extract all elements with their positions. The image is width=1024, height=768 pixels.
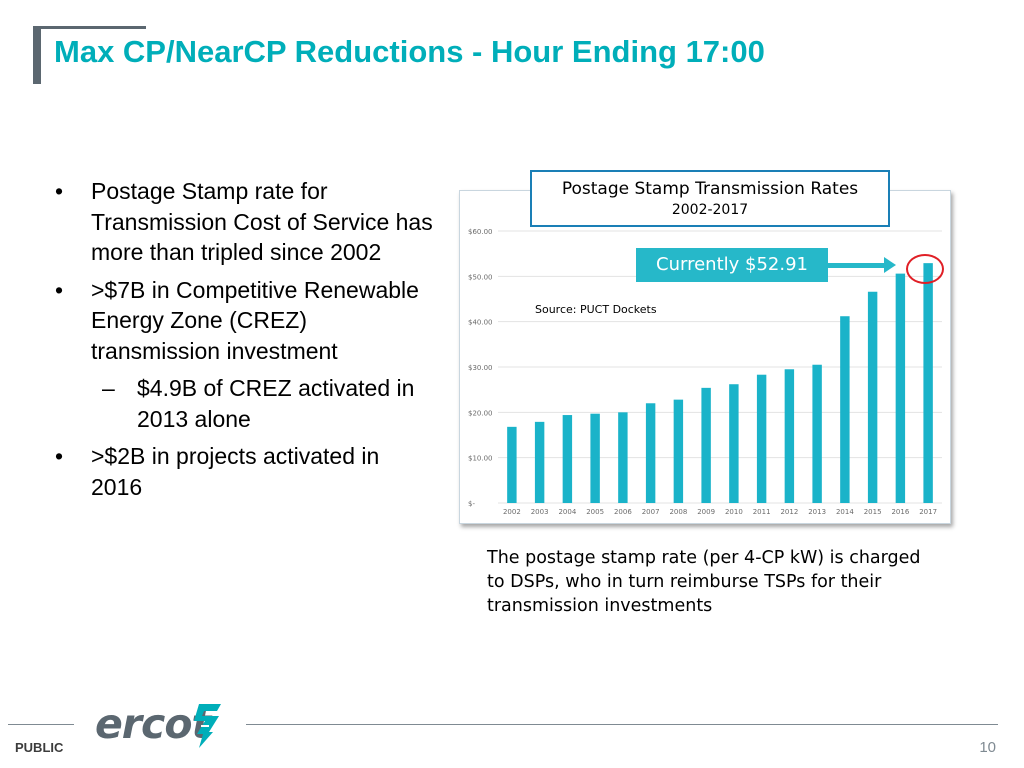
sub-bullet-text: $4.9B of CREZ activated in 2013 alone	[137, 375, 415, 432]
slide-title: Max CP/NearCP Reductions - Hour Ending 1…	[54, 34, 765, 69]
bullet-text: Postage Stamp rate for Transmission Cost…	[91, 178, 433, 265]
y-tick-label: $40.00	[468, 319, 493, 327]
bar-2012	[784, 369, 795, 503]
x-tick-label: 2011	[753, 508, 771, 516]
bar-2005	[590, 413, 600, 503]
bullet-list: • Postage Stamp rate for Transmission Co…	[55, 176, 435, 509]
bar-2004	[562, 415, 573, 503]
bullet-mark: •	[55, 178, 64, 204]
x-tick-label: 2003	[531, 508, 549, 516]
x-tick-label: 2017	[919, 508, 937, 516]
bullet-item: • >$7B in Competitive Renewable Energy Z…	[55, 275, 435, 367]
sub-bullet-mark: –	[102, 375, 115, 401]
x-tick-label: 2002	[503, 508, 521, 516]
bar-2007	[645, 403, 656, 503]
bullet-item: • Postage Stamp rate for Transmission Co…	[55, 176, 435, 268]
bar-chart: $- $10.00 $20.00 $30.00 $40.00 $50.00 $60.00 20…	[468, 228, 942, 516]
chart-title: Postage Stamp Transmission Rates	[561, 179, 859, 199]
footer-divider-right	[246, 724, 998, 725]
bar-2014	[840, 316, 850, 503]
current-rate-callout: Currently $52.91	[636, 248, 828, 282]
bar-2010	[729, 384, 739, 503]
page-number: 10	[979, 739, 996, 756]
classification-label: PUBLIC	[15, 740, 64, 755]
logo-wordmark: ercot	[95, 700, 211, 748]
highlight-circle	[906, 254, 944, 284]
bar-2016	[895, 273, 906, 503]
chart-title-box: Postage Stamp Transmission Rates 2002-20…	[530, 170, 890, 227]
x-tick-label: 2004	[558, 508, 576, 516]
x-tick-label: 2010	[725, 508, 743, 516]
x-tick-label: 2005	[586, 508, 604, 516]
footer-divider-left	[8, 724, 74, 725]
bar-2015	[867, 291, 878, 503]
ercot-logo: ercot	[95, 700, 235, 750]
bullet-text: >$7B in Competitive Renewable Energy Zon…	[91, 276, 419, 364]
x-tick-label: 2009	[697, 508, 715, 516]
title-accent-bar	[33, 26, 41, 84]
y-tick-label: $10.00	[468, 455, 493, 463]
arrow-right-icon	[884, 257, 896, 273]
x-tick-label: 2016	[891, 508, 909, 516]
y-tick-label: $30.00	[468, 364, 493, 372]
x-tick-label: 2014	[836, 508, 854, 516]
y-tick-label: $60.00	[468, 228, 493, 236]
x-tick-label: 2007	[642, 508, 660, 516]
y-tick-label: $20.00	[468, 409, 493, 417]
x-tick-label: 2015	[864, 508, 882, 516]
bar-2011	[756, 374, 767, 503]
bar-2013	[812, 364, 822, 503]
bar-2003	[534, 421, 545, 503]
x-tick-label: 2008	[669, 508, 687, 516]
title-accent-line	[33, 26, 146, 29]
lightning-bolt-icon	[194, 704, 221, 748]
y-tick-label: $50.00	[468, 273, 493, 281]
bullet-text: >$2B in projects activated in 2016	[91, 443, 380, 500]
x-tick-label: 2013	[808, 508, 826, 516]
bar-2017	[923, 263, 933, 503]
sub-bullet-item: – $4.9B of CREZ activated in 2013 alone	[55, 373, 435, 434]
chart-subtitle: 2002-2017	[671, 202, 749, 218]
chart-caption: The postage stamp rate (per 4-CP kW) is …	[487, 548, 921, 616]
chart-source: Source: PUCT Dockets	[535, 303, 657, 316]
bar-2002	[507, 426, 517, 503]
bullet-mark: •	[55, 276, 64, 303]
bar-2009	[701, 387, 711, 503]
y-tick-label: $-	[468, 500, 475, 508]
bullet-item: • >$2B in projects activated in 2016	[55, 441, 435, 502]
bar-2008	[673, 399, 684, 503]
chart-frame: $- $10.00 $20.00 $30.00 $40.00 $50.00 $60.00 20…	[459, 190, 951, 524]
bullet-mark: •	[55, 443, 64, 469]
x-tick-label: 2006	[614, 508, 632, 516]
callout-arrow-shaft	[828, 263, 886, 268]
x-tick-label: 2012	[780, 508, 798, 516]
bar-2006	[618, 412, 628, 503]
